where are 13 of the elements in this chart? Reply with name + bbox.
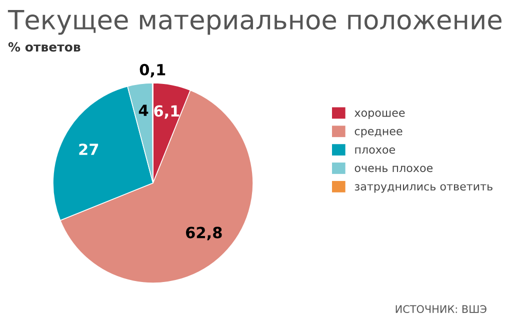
text: ИСТОЧНИК: ВШЭ <box>396 305 486 314</box>
legend-label: среднее <box>354 128 402 138</box>
legend-label: хорошее <box>354 110 405 120</box>
data-label: 62,8 <box>186 226 222 240</box>
data-label: 27 <box>79 144 98 155</box>
legend-label: очень плохое <box>354 166 433 172</box>
data-label: 0,1 <box>140 64 166 78</box>
legend-label: затруднились ответить <box>354 184 492 193</box>
legend-label: плохое <box>355 147 396 154</box>
data-label: 4 <box>138 104 148 116</box>
chart-subtitle: % ответов <box>8 42 80 52</box>
chart-title: Текущее материальное положение <box>8 10 502 35</box>
data-label: 6,1 <box>154 105 180 119</box>
